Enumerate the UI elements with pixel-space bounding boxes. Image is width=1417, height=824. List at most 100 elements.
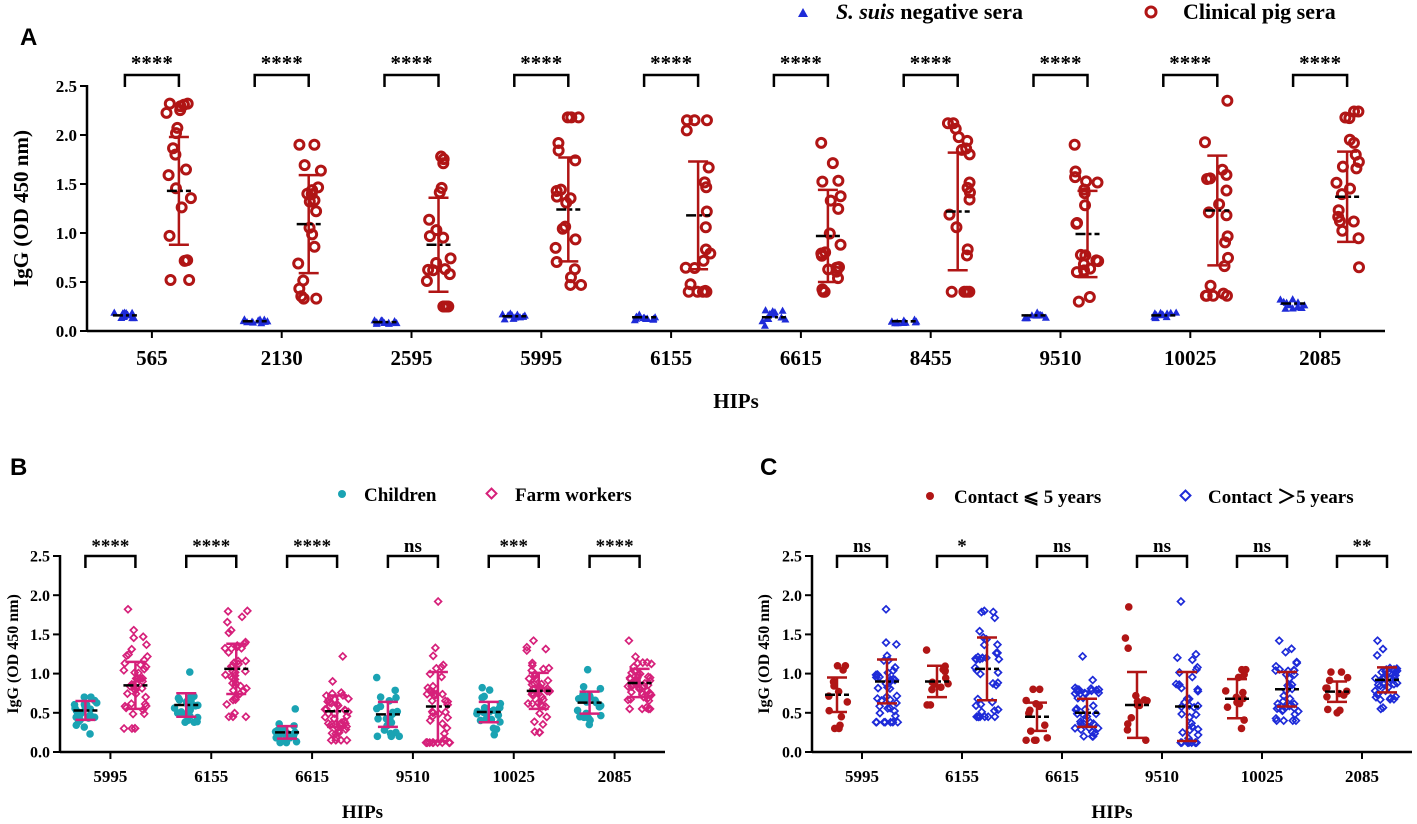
data-point — [888, 666, 898, 676]
data-point — [1291, 716, 1301, 726]
data-point — [1069, 165, 1082, 178]
data-point — [972, 712, 982, 722]
data-point — [380, 726, 389, 734]
significance-bracket — [123, 73, 181, 87]
data-point — [428, 651, 438, 661]
data-point — [135, 660, 146, 670]
data-point — [1027, 311, 1036, 319]
x-tick-label: 6615 — [1045, 767, 1079, 786]
data-point — [989, 706, 1000, 716]
data-point — [223, 606, 233, 616]
x-tick-label: 9510 — [396, 767, 430, 786]
x-tick-label: 6615 — [780, 346, 822, 370]
data-point — [700, 114, 713, 127]
data-point — [439, 734, 449, 744]
panel-a: A S. suis negative sera Clinical pig ser… — [9, 0, 1385, 413]
data-point — [327, 689, 337, 699]
data-point — [86, 711, 94, 719]
significance-label: **** — [1040, 51, 1082, 75]
data-point — [485, 686, 494, 694]
data-point — [523, 698, 533, 709]
data-point — [625, 704, 635, 714]
significance-label: *** — [500, 536, 529, 557]
data-point — [1040, 721, 1049, 730]
data-point — [443, 696, 453, 707]
data-point — [899, 318, 908, 326]
y-axis-title: IgG (OD 450 nm) — [756, 594, 773, 714]
data-point — [873, 683, 883, 693]
data-point — [892, 691, 902, 701]
data-point — [890, 662, 900, 673]
data-point — [223, 647, 234, 658]
data-point — [1293, 706, 1303, 717]
y-tick-label: 1.0 — [56, 224, 77, 243]
x-tick-label: 2130 — [261, 346, 303, 370]
data-point — [1041, 313, 1050, 321]
significance-label: **** — [131, 51, 173, 75]
data-point — [121, 651, 132, 661]
data-point — [643, 704, 653, 714]
significance-bracket — [383, 73, 440, 87]
data-point — [1201, 172, 1214, 185]
data-point — [826, 157, 839, 170]
data-point — [1029, 685, 1037, 694]
data-point — [891, 318, 900, 327]
y-tick-label: 1.5 — [56, 175, 77, 194]
data-point — [171, 121, 184, 134]
data-point — [437, 672, 447, 682]
data-point — [1292, 658, 1302, 668]
data-point — [374, 715, 382, 723]
data-point — [973, 712, 984, 722]
x-tick-label: 9510 — [1040, 346, 1082, 370]
data-point — [342, 735, 352, 745]
significance-bracket — [1035, 554, 1089, 568]
y-tick-label: 0.0 — [56, 322, 77, 341]
data-point — [1032, 736, 1040, 745]
data-point — [680, 124, 693, 137]
data-point — [538, 719, 548, 730]
data-point — [1371, 692, 1381, 702]
data-point — [1389, 679, 1399, 689]
significance-bracket — [386, 554, 440, 568]
data-point — [560, 196, 573, 209]
y-axis-title: IgG (OD 450 nm) — [5, 594, 22, 714]
data-point — [494, 711, 503, 719]
data-point — [988, 607, 998, 617]
x-tick-label: 6155 — [194, 767, 228, 786]
data-point — [1378, 644, 1388, 654]
data-point — [645, 704, 655, 714]
data-point — [682, 285, 695, 298]
data-point — [334, 727, 344, 738]
data-point — [923, 701, 931, 709]
data-point — [770, 310, 779, 318]
data-point — [435, 181, 448, 194]
data-point — [961, 243, 974, 256]
data-point — [129, 633, 139, 643]
data-point — [442, 300, 455, 313]
data-point — [127, 723, 137, 734]
data-point — [565, 111, 578, 124]
data-point — [338, 651, 348, 661]
data-point — [680, 114, 693, 127]
data-point — [119, 723, 129, 734]
data-point — [428, 687, 438, 697]
data-point — [623, 695, 633, 705]
data-point — [509, 314, 518, 322]
data-point — [832, 202, 845, 215]
data-point — [1288, 716, 1298, 726]
data-point — [528, 684, 538, 694]
data-point — [1289, 669, 1299, 680]
data-point — [1094, 684, 1104, 695]
x-tick-label: 2085 — [598, 767, 632, 786]
data-point — [423, 213, 436, 226]
data-point — [943, 208, 956, 221]
data-point — [778, 306, 787, 314]
data-point — [480, 704, 489, 712]
data-point — [423, 230, 436, 243]
data-point — [836, 721, 844, 730]
x-tick-label: 6615 — [295, 767, 329, 786]
data-point — [437, 719, 448, 729]
legend-label-negative-sera: S. suis negative sera — [836, 0, 1023, 24]
data-point — [291, 705, 300, 713]
